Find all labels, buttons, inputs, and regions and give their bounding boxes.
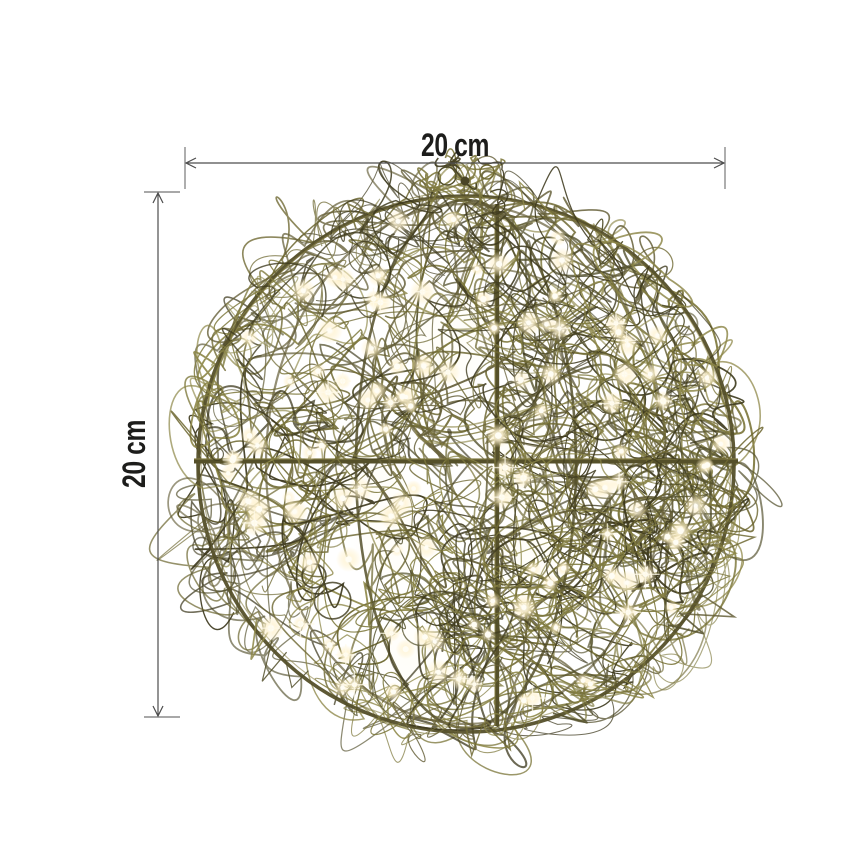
height-dimension-arrow-bottom <box>152 705 164 718</box>
width-dimension-label-group: 20 cm <box>421 127 490 163</box>
width-dimension-label: 20 cm <box>421 127 489 163</box>
width-dimension-arrow-left <box>184 157 197 169</box>
width-dimension <box>184 147 726 189</box>
light-ball-image <box>148 148 783 776</box>
height-dimension-arrow-top <box>152 191 164 204</box>
height-dimension-label-group: 20 cm <box>116 420 152 488</box>
height-dimension-label: 20 cm <box>116 420 152 488</box>
width-dimension-arrow-right <box>713 157 726 169</box>
height-dimension <box>144 191 180 718</box>
